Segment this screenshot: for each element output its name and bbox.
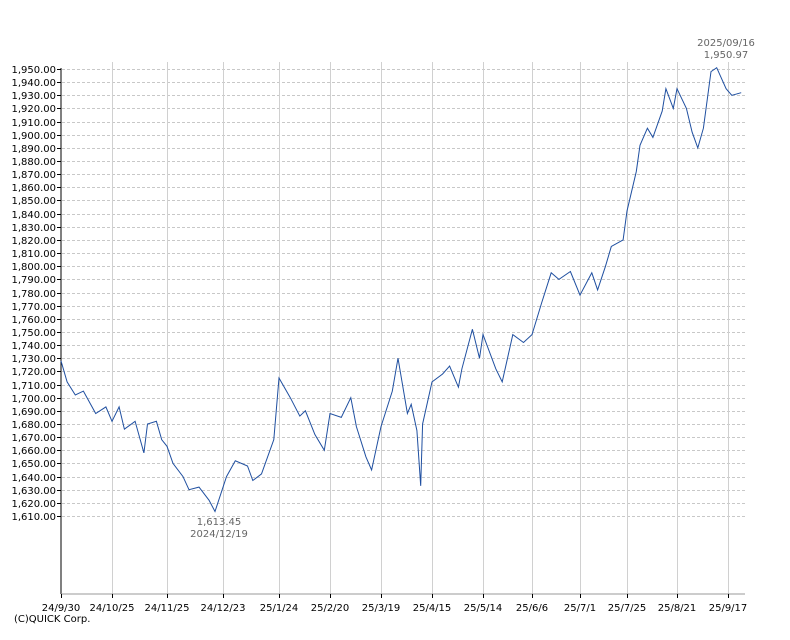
y-tick-label: 1,700.00: [11, 394, 56, 405]
x-tick-label: 24/11/25: [145, 603, 190, 614]
y-tick-label: 1,840.00: [11, 210, 56, 221]
x-tick-label: 24/9/30: [42, 603, 81, 614]
vertical-gridlines: [112, 62, 729, 594]
y-tick-label: 1,830.00: [11, 223, 56, 234]
low-date-annotation: 2024/12/19: [190, 529, 248, 540]
y-tick-label: 1,640.00: [11, 473, 56, 484]
y-tick-label: 1,710.00: [11, 381, 56, 392]
y-tick-label: 1,780.00: [11, 289, 56, 300]
y-tick-label: 1,810.00: [11, 249, 56, 260]
y-tick-label: 1,950.00: [11, 65, 56, 76]
low-value-annotation: 1,613.45: [197, 517, 242, 528]
y-tick-label: 1,900.00: [11, 131, 56, 142]
y-tick-label: 1,860.00: [11, 183, 56, 194]
x-tick-label: 25/2/20: [311, 603, 350, 614]
price-series-line: [60, 66, 742, 513]
y-tick-label: 1,790.00: [11, 275, 56, 286]
y-tick-label: 1,680.00: [11, 420, 56, 431]
y-tick-label: 1,880.00: [11, 157, 56, 168]
y-tick-label: 1,620.00: [11, 499, 56, 510]
y-tick-label: 1,720.00: [11, 367, 56, 378]
y-tick-label: 1,690.00: [11, 407, 56, 418]
x-tick-label: 25/6/6: [516, 603, 548, 614]
x-tick-label: 25/4/15: [413, 603, 452, 614]
y-tick-label: 1,740.00: [11, 341, 56, 352]
y-tick-label: 1,760.00: [11, 315, 56, 326]
x-tick-label: 25/5/14: [464, 603, 503, 614]
y-tick-label: 1,870.00: [11, 170, 56, 181]
y-tick-label: 1,910.00: [11, 118, 56, 129]
x-tick-label: 25/3/19: [362, 603, 401, 614]
y-tick-label: 1,920.00: [11, 104, 56, 115]
x-tick-label: 25/9/17: [709, 603, 748, 614]
y-tick-label: 1,940.00: [11, 78, 56, 89]
copyright-notice: (C)QUICK Corp.: [14, 614, 91, 625]
y-tick-label: 1,820.00: [11, 236, 56, 247]
y-tick-label: 1,650.00: [11, 459, 56, 470]
y-tick-label: 1,850.00: [11, 196, 56, 207]
horizontal-gridlines: [62, 69, 745, 517]
y-tick-label: 1,660.00: [11, 446, 56, 457]
y-tick-label: 1,610.00: [11, 512, 56, 523]
high-value-annotation: 1,950.97: [704, 50, 749, 61]
y-tick-label: 1,670.00: [11, 433, 56, 444]
y-axis-ticks: 1,610.00 1,620.00 1,630.00 1,640.00 1,650.00…: [11, 65, 61, 523]
x-tick-label: 25/7/1: [564, 603, 596, 614]
y-tick-label: 1,750.00: [11, 328, 56, 339]
x-tick-label: 24/12/23: [201, 603, 246, 614]
y-tick-label: 1,730.00: [11, 354, 56, 365]
y-tick-label: 1,630.00: [11, 486, 56, 497]
x-tick-label: 25/8/21: [658, 603, 697, 614]
y-tick-label: 1,930.00: [11, 91, 56, 102]
y-tick-label: 1,770.00: [11, 302, 56, 313]
x-tick-label: 25/1/24: [260, 603, 299, 614]
y-tick-label: 1,800.00: [11, 262, 56, 273]
x-tick-label: 25/7/25: [608, 603, 647, 614]
high-date-annotation: 2025/09/16: [697, 38, 755, 49]
x-axis-ticks: 24/9/30 24/10/25 24/11/25 24/12/23 25/1/24 25…: [42, 594, 748, 614]
x-tick-label: 24/10/25: [90, 603, 135, 614]
y-tick-label: 1,890.00: [11, 144, 56, 155]
